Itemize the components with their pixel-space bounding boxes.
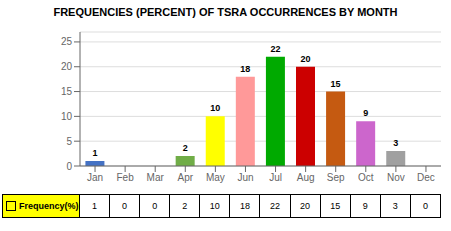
html-text:9: 9 — [362, 201, 368, 211]
svg-text:10: 10 — [210, 103, 220, 113]
html-text:10: 10 — [209, 201, 220, 211]
svg-text:3: 3 — [393, 138, 398, 148]
svg-text:Aug: Aug — [297, 172, 315, 183]
svg-text:Jun: Jun — [237, 172, 253, 183]
html-text:0: 0 — [422, 201, 428, 211]
svg-text:20: 20 — [300, 54, 310, 64]
svg-text:Nov: Nov — [387, 172, 405, 183]
svg-text:15: 15 — [331, 79, 341, 89]
svg-text:Dec: Dec — [417, 172, 435, 183]
html-text:0: 0 — [152, 201, 158, 211]
svg-text:20: 20 — [61, 61, 73, 72]
svg-text:Feb: Feb — [117, 172, 135, 183]
html-text:2: 2 — [182, 201, 188, 211]
html-text:18: 18 — [239, 201, 250, 211]
html-text:3: 3 — [392, 201, 398, 211]
svg-text:9: 9 — [363, 108, 368, 118]
svg-text:Jul: Jul — [269, 172, 282, 183]
svg-text:Oct: Oct — [358, 172, 374, 183]
svg-text:18: 18 — [240, 64, 250, 74]
svg-text:0: 0 — [66, 161, 72, 172]
svg-text:1: 1 — [92, 148, 97, 158]
svg-text:Jan: Jan — [87, 172, 103, 183]
svg-text:10: 10 — [61, 111, 73, 122]
html-text:20: 20 — [300, 201, 311, 211]
svg-text:Apr: Apr — [178, 172, 194, 183]
svg-text:Mar: Mar — [147, 172, 165, 183]
html-text:FREQUENCIES (PERCENT) OF TSRA: FREQUENCIES (PERCENT) OF TSRA OCCURRENCE… — [53, 6, 398, 18]
svg-text:15: 15 — [61, 86, 73, 97]
html-text:Frequency(%): Frequency(%) — [19, 201, 79, 211]
html-text:22: 22 — [270, 201, 280, 211]
svg-text:22: 22 — [270, 44, 280, 54]
html-text:15: 15 — [330, 201, 341, 211]
html-text:0: 0 — [122, 201, 128, 211]
svg-text:25: 25 — [61, 36, 73, 47]
svg-text:2: 2 — [183, 143, 188, 153]
html-text:1: 1 — [92, 201, 97, 211]
svg-text:Sep: Sep — [327, 172, 345, 183]
svg-text:5: 5 — [66, 136, 72, 147]
svg-text:May: May — [206, 172, 225, 183]
